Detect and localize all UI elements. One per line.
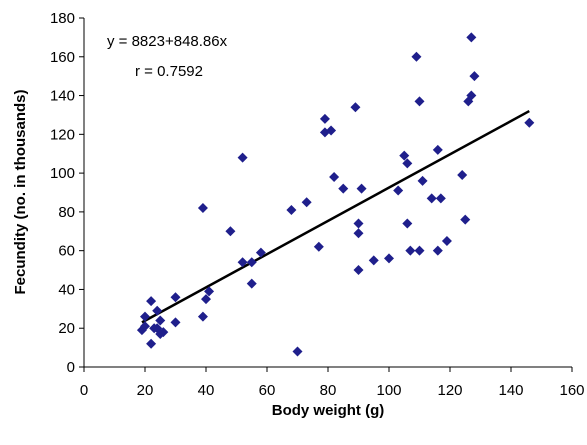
data-point bbox=[319, 113, 330, 124]
data-point bbox=[432, 144, 443, 155]
data-point bbox=[469, 71, 480, 82]
correlation-coefficient: r = 0.7592 bbox=[135, 63, 203, 80]
x-ticks: 0 20 40 60 80 100 120 140 160 bbox=[80, 367, 585, 399]
data-point bbox=[326, 125, 337, 136]
data-point bbox=[237, 257, 248, 268]
data-point bbox=[460, 214, 471, 225]
data-point bbox=[338, 183, 349, 194]
y-tick-label: 180 bbox=[50, 10, 75, 27]
y-tick-label: 20 bbox=[58, 320, 75, 337]
data-point bbox=[286, 204, 297, 215]
data-point bbox=[402, 158, 413, 169]
x-tick-label: 40 bbox=[198, 382, 215, 399]
regression-equation: y = 8823+848.86x bbox=[107, 33, 228, 50]
data-point bbox=[197, 203, 208, 214]
y-tick-label: 40 bbox=[58, 281, 75, 298]
data-point bbox=[146, 296, 157, 307]
data-point bbox=[246, 257, 257, 268]
data-point bbox=[170, 292, 181, 303]
x-tick-label: 120 bbox=[437, 382, 462, 399]
data-point bbox=[402, 218, 413, 229]
data-point bbox=[313, 241, 324, 252]
data-point bbox=[353, 265, 364, 276]
data-point bbox=[414, 96, 425, 107]
data-point bbox=[384, 253, 394, 264]
data-point bbox=[441, 235, 452, 246]
data-point bbox=[225, 226, 236, 237]
y-tick-label: 0 bbox=[67, 359, 75, 376]
data-point bbox=[426, 193, 437, 204]
data-point bbox=[353, 218, 364, 229]
data-point bbox=[466, 90, 477, 101]
data-points bbox=[136, 32, 535, 357]
trendline bbox=[141, 109, 530, 324]
data-point bbox=[319, 127, 330, 138]
y-tick-label: 120 bbox=[50, 126, 75, 143]
data-point bbox=[393, 185, 404, 196]
y-axis-title: Fecundity (no. in thousands) bbox=[12, 90, 29, 295]
data-point bbox=[399, 150, 410, 161]
data-point bbox=[201, 294, 211, 305]
data-point bbox=[432, 245, 443, 256]
data-point bbox=[350, 102, 361, 113]
data-point bbox=[405, 245, 416, 256]
data-point bbox=[146, 338, 157, 349]
y-ticks: 0 20 40 60 80 100 120 140 160 180 bbox=[50, 10, 84, 376]
x-tick-label: 160 bbox=[559, 382, 584, 399]
y-tick-label: 100 bbox=[50, 165, 75, 182]
x-tick-label: 80 bbox=[320, 382, 337, 399]
data-point bbox=[237, 152, 248, 163]
data-point bbox=[140, 321, 150, 332]
data-point bbox=[414, 245, 425, 256]
data-point bbox=[356, 183, 367, 194]
data-point bbox=[301, 197, 312, 208]
data-point bbox=[411, 51, 422, 62]
y-tick-label: 160 bbox=[50, 49, 75, 66]
y-tick-label: 140 bbox=[50, 88, 75, 105]
data-point bbox=[435, 193, 446, 204]
data-point bbox=[197, 311, 208, 322]
data-point bbox=[329, 171, 340, 182]
data-point bbox=[155, 315, 166, 326]
data-point bbox=[457, 170, 468, 181]
x-axis-title: Body weight (g) bbox=[272, 402, 385, 419]
data-point bbox=[255, 247, 266, 258]
y-tick-label: 60 bbox=[58, 243, 75, 260]
data-point bbox=[204, 286, 215, 297]
data-point bbox=[158, 327, 169, 338]
data-point bbox=[417, 175, 428, 186]
data-point bbox=[140, 311, 150, 322]
data-point bbox=[292, 346, 303, 357]
data-point bbox=[170, 317, 181, 328]
x-tick-label: 20 bbox=[137, 382, 154, 399]
data-point bbox=[368, 255, 379, 266]
x-tick-label: 60 bbox=[259, 382, 276, 399]
data-point bbox=[353, 228, 364, 239]
y-tick-label: 80 bbox=[58, 204, 75, 221]
x-tick-label: 0 bbox=[80, 382, 88, 399]
data-point bbox=[466, 32, 477, 43]
x-tick-label: 140 bbox=[498, 382, 523, 399]
x-tick-label: 100 bbox=[376, 382, 401, 399]
data-point bbox=[152, 305, 163, 316]
data-point bbox=[524, 117, 535, 128]
data-point bbox=[246, 278, 257, 289]
